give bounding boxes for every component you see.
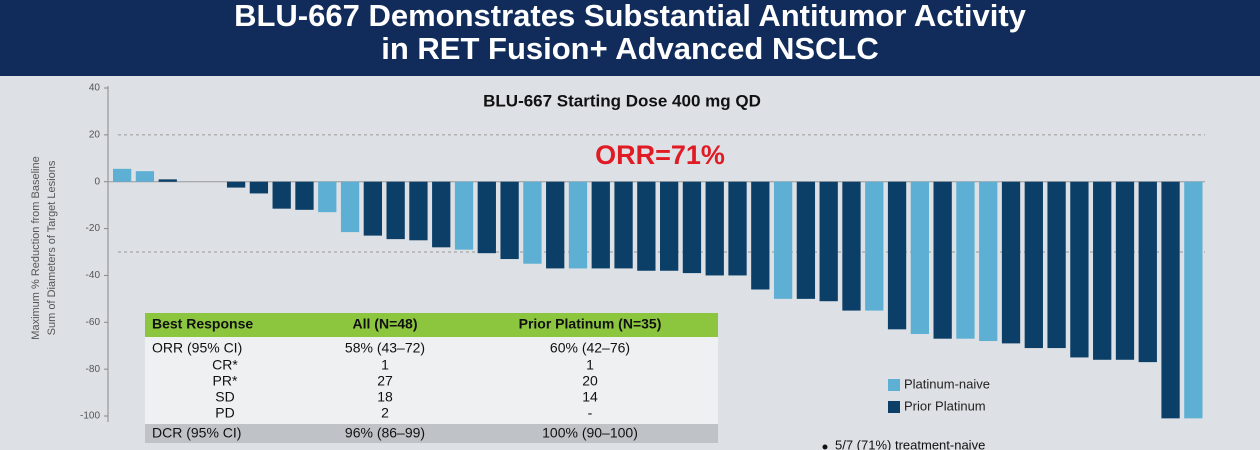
plot: 40200-20-40-60-80-100Platinum-naivePrior…: [80, 83, 1205, 422]
table-cell: 100% (90–100): [542, 425, 638, 441]
bar: [1001, 181, 1021, 344]
table-cell: 60% (42–76): [550, 340, 630, 356]
bar: [1161, 181, 1180, 419]
bar: [1024, 181, 1043, 349]
annotation: ORR=71%: [595, 140, 725, 170]
y-tick-label: -20: [86, 223, 101, 234]
table-header-row: [145, 313, 718, 337]
bar: [546, 181, 565, 269]
bar: [249, 181, 269, 194]
table-cell: ORR (95% CI): [152, 340, 242, 356]
bar: [432, 181, 451, 248]
table-cell: 20: [582, 373, 598, 389]
table-cell: 1: [586, 357, 594, 373]
table-cell: 1: [381, 357, 389, 373]
bar: [933, 181, 952, 339]
bar: [865, 181, 884, 311]
table-cell: -: [588, 405, 593, 421]
bar: [614, 181, 633, 269]
y-tick-label: -100: [80, 411, 100, 422]
bar: [135, 171, 155, 182]
bar: [500, 181, 519, 260]
y-tick-label: -40: [86, 270, 101, 281]
bar: [477, 181, 496, 254]
bar: [887, 181, 907, 330]
bar: [272, 181, 291, 209]
table-cell: 2: [381, 405, 389, 421]
legend-swatch: [888, 401, 900, 413]
y-axis-label: Maximum % Reduction from Baseline: [30, 156, 42, 339]
bar: [773, 181, 793, 299]
bar: [158, 179, 177, 182]
bullet: [822, 444, 828, 450]
bar: [796, 181, 816, 299]
bar: [1184, 181, 1203, 419]
bar: [819, 181, 838, 302]
bar: [751, 181, 770, 290]
bar: [454, 181, 474, 250]
legend-label: Platinum-naive: [904, 376, 990, 391]
bar: [1047, 181, 1066, 349]
bar: [956, 181, 975, 339]
bar: [113, 168, 132, 182]
y-tick-label: 0: [94, 176, 100, 187]
y-axis-label: Sum of Diameters of Target Lesions: [46, 160, 58, 335]
chart-title: BLU-667 Starting Dose 400 mg QD: [483, 91, 761, 110]
table-cell: 14: [582, 389, 598, 405]
y-tick-label: -80: [86, 364, 101, 375]
header-band: [0, 0, 1260, 76]
bar: [979, 181, 998, 342]
table-cell: DCR (95% CI): [152, 425, 241, 441]
table-header-cell: All (N=48): [353, 316, 418, 332]
bar: [363, 181, 382, 236]
bar: [1115, 181, 1135, 360]
table-cell: 18: [377, 389, 393, 405]
bar: [340, 181, 360, 233]
table: Best Response All (N=48) Prior Platinum (N…: [145, 313, 718, 443]
bar: [318, 181, 337, 213]
legend-swatch: [888, 379, 900, 391]
bar: [568, 181, 588, 269]
bar: [728, 181, 747, 276]
bar: [591, 181, 610, 269]
table-cell: 58% (43–72): [345, 340, 425, 356]
bar: [705, 181, 724, 276]
table-cell: 27: [377, 373, 393, 389]
y-tick-label: -60: [86, 317, 101, 328]
bar: [523, 181, 542, 264]
table-header-cell: Prior Platinum (N=35): [519, 316, 662, 332]
y-tick-label: 20: [89, 129, 101, 140]
table-header-cell: Best Response: [152, 316, 253, 332]
bar: [226, 181, 246, 188]
bar: [637, 181, 656, 271]
bar: [1070, 181, 1089, 358]
bar: [660, 181, 679, 271]
header-line: in RET Fusion+ Advanced NSCLC: [381, 31, 878, 66]
bar: [1138, 181, 1157, 363]
table-cell: 96% (86–99): [345, 425, 425, 441]
bar: [409, 181, 428, 241]
table-total-row: [145, 424, 718, 443]
bar: [682, 181, 702, 274]
table-cell: PD: [215, 405, 234, 421]
bar: [910, 181, 929, 335]
y-tick-label: 40: [89, 83, 101, 94]
footnote: 5/7 (71%) treatment-naive: [835, 437, 985, 450]
bar: [1093, 181, 1112, 360]
bar: [386, 181, 405, 240]
legend-label: Prior Platinum: [904, 398, 986, 413]
table-cell: PR*: [213, 373, 238, 389]
table-cell: CR*: [212, 357, 238, 373]
header-line: BLU-667 Demonstrates Substantial Antitum…: [234, 0, 1027, 33]
table-cell: SD: [215, 389, 234, 405]
bar: [842, 181, 861, 311]
bar: [295, 181, 314, 210]
